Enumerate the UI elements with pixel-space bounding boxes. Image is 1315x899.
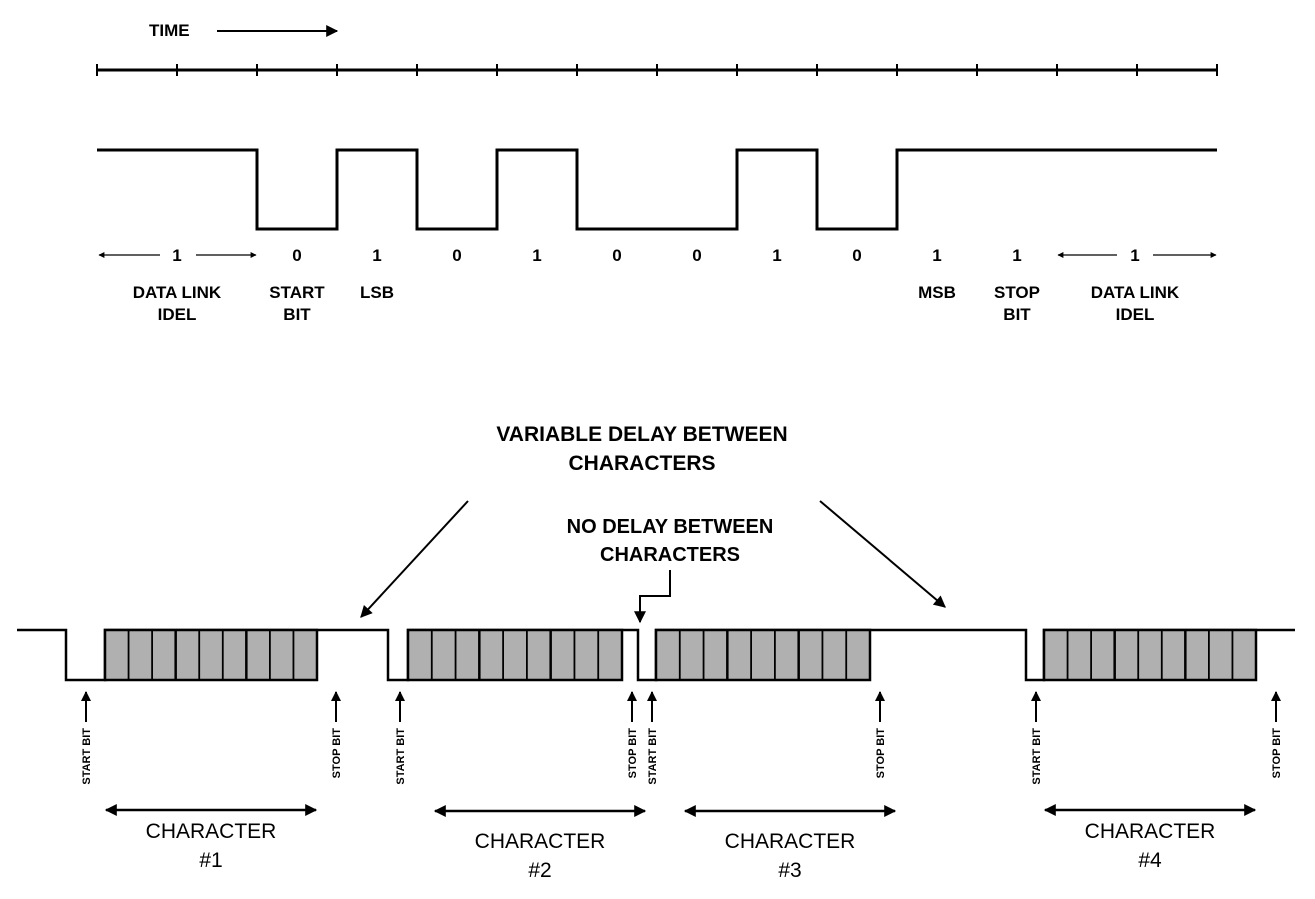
start-bit-marker: START BIT	[81, 691, 93, 785]
bit-label: DATA LINK	[133, 283, 222, 302]
character-3-data-bits	[654, 628, 872, 682]
variable-delay-arrow-left	[360, 500, 469, 618]
character-number: #1	[199, 849, 222, 872]
stop-bit-marker-label: STOP BIT	[331, 728, 343, 779]
character-label: CHARACTER	[475, 830, 606, 853]
character-label: CHARACTER	[725, 830, 856, 853]
bit-label: START	[269, 283, 325, 302]
bit-value: 0	[292, 246, 301, 265]
bit-value: 1	[772, 246, 781, 265]
character-spans: CHARACTER #1 CHARACTER #2 CHARACTER #3 CHARACT…	[104, 804, 1257, 882]
time-axis	[96, 64, 1218, 76]
bit-labels: 1 DATA LINK IDEL 0 START BIT 1 LSB 0 1 0 0 1 0 1 MSB 1 ST…	[98, 246, 1217, 324]
no-delay-label-line-1: NO DELAY BETWEEN	[567, 516, 774, 538]
character-number: #3	[778, 859, 801, 882]
start-bit-marker: START BIT	[1031, 691, 1043, 785]
variable-delay-label-line-1: VARIABLE DELAY BETWEEN	[496, 423, 787, 446]
start-bit-marker-label: START BIT	[647, 728, 659, 785]
bit-label: IDEL	[158, 305, 197, 324]
time-label: TIME	[149, 21, 190, 40]
data-bits-frame	[1042, 628, 1258, 682]
data-bits-frame	[654, 628, 872, 682]
stop-bit-marker-label: STOP BIT	[875, 728, 887, 779]
stop-bit-marker: STOP BIT	[331, 691, 343, 779]
variable-delay-arrow-right	[819, 500, 946, 608]
stop-bit-marker-label: STOP BIT	[627, 728, 639, 779]
variable-delay-label-line-2: CHARACTERS	[569, 452, 716, 475]
stop-bit-marker: STOP BIT	[1271, 691, 1283, 779]
bit-value: 0	[612, 246, 621, 265]
start-bit-marker-label: START BIT	[81, 728, 93, 785]
character-label: CHARACTER	[1085, 820, 1216, 843]
bit-label: STOP	[994, 283, 1040, 302]
bit-value: 0	[452, 246, 461, 265]
start-bit-marker: START BIT	[647, 691, 659, 785]
start-bit-marker-label: START BIT	[1031, 728, 1043, 785]
bit-value: 1	[172, 246, 181, 265]
character-number: #2	[528, 859, 551, 882]
bit-label: MSB	[918, 283, 956, 302]
bit-label: BIT	[283, 305, 311, 324]
character-2-data-bits	[406, 628, 624, 682]
data-bits-frame	[406, 628, 624, 682]
bit-value: 1	[1012, 246, 1021, 265]
bit-value: 0	[852, 246, 861, 265]
stop-bit-marker: STOP BIT	[875, 691, 887, 779]
start-bit-marker-label: START BIT	[395, 728, 407, 785]
no-delay-label-line-2: CHARACTERS	[600, 544, 740, 566]
character-label: CHARACTER	[146, 820, 277, 843]
bit-value: 0	[692, 246, 701, 265]
bit-waveform	[97, 148, 1217, 231]
bit-value: 1	[532, 246, 541, 265]
bit-label: DATA LINK	[1091, 283, 1180, 302]
bit-label: LSB	[360, 283, 394, 302]
character-number: #4	[1138, 849, 1162, 872]
bit-value: 1	[932, 246, 941, 265]
start-stop-markers: START BIT START BIT START BIT START BIT STOP…	[81, 691, 1283, 785]
bit-label: IDEL	[1116, 305, 1155, 324]
no-delay-arrow	[634, 570, 671, 624]
bit-value: 1	[372, 246, 381, 265]
stop-bit-marker-label: STOP BIT	[1271, 728, 1283, 779]
data-bits-frame	[103, 628, 319, 682]
bit-value: 1	[1130, 246, 1139, 265]
stop-bit-marker: STOP BIT	[627, 691, 639, 779]
start-bit-marker: START BIT	[395, 691, 407, 785]
character-1-data-bits	[103, 628, 319, 682]
bit-label: BIT	[1003, 305, 1031, 324]
character-4-data-bits	[1042, 628, 1258, 682]
character-data-boxes	[103, 628, 1258, 682]
